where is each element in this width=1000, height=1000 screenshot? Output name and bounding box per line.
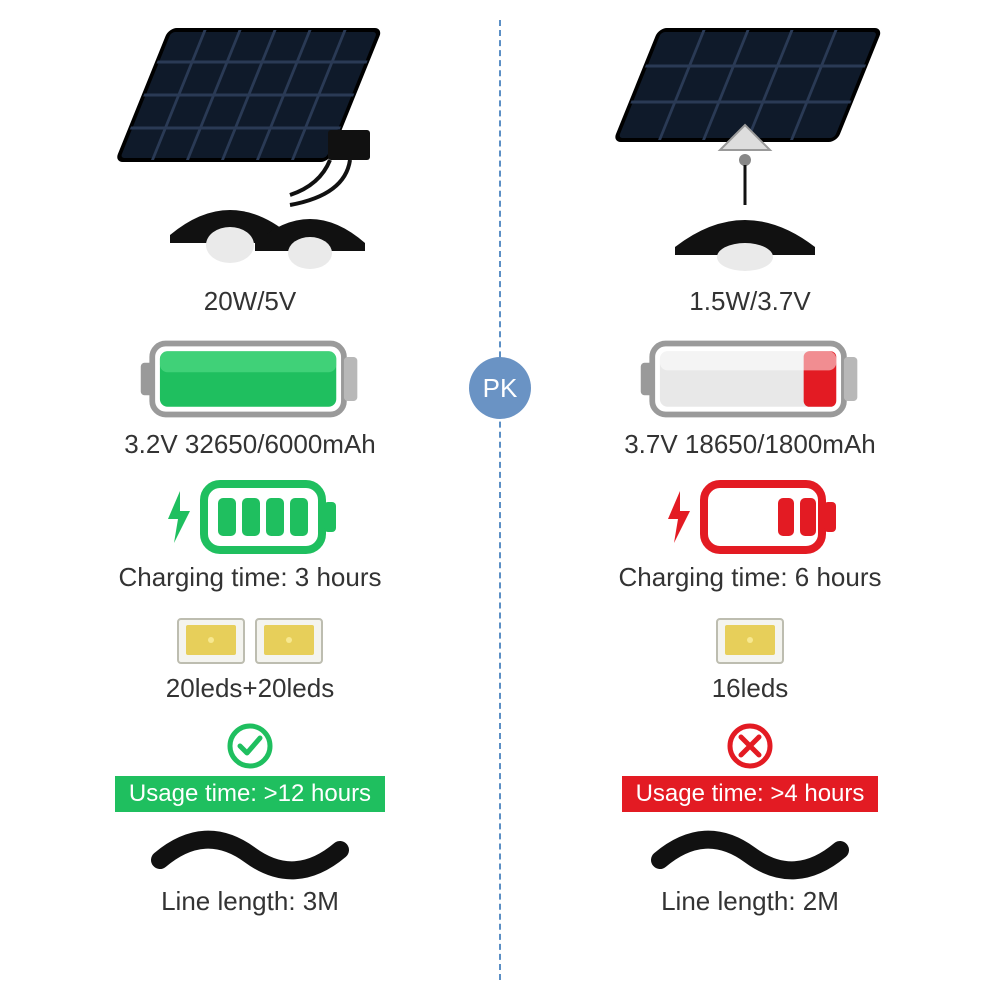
leds-label: 16leds (712, 673, 789, 704)
line-length-label: Line length: 3M (161, 886, 339, 917)
charge-battery-icon (700, 478, 840, 556)
battery-section: 3.7V 18650/1800mAh (624, 335, 876, 460)
led-chip-icon (176, 611, 324, 667)
charging-time-label: Charging time: 6 hours (618, 562, 881, 593)
line-section: Line length: 3M (150, 830, 350, 917)
leds-section: 16leds (712, 611, 789, 704)
usage-section: Usage time: >12 hours (115, 722, 385, 812)
wattage-label: 20W/5V (204, 286, 297, 317)
charging-section: Charging time: 3 hours (118, 478, 381, 593)
wave-icon (150, 830, 350, 880)
usage-time-bar: Usage time: >4 hours (622, 776, 879, 812)
battery-big-icon (635, 335, 865, 423)
leds-section: 20leds+20leds (166, 611, 334, 704)
pk-badge: PK (469, 357, 531, 419)
usage-section: Usage time: >4 hours (622, 722, 879, 812)
charge-battery-icon (200, 478, 340, 556)
vertical-divider (499, 20, 501, 980)
left-column: 20W/5V 3.2V 32650/6000mAh (0, 0, 500, 1000)
charging-section: Charging time: 6 hours (618, 478, 881, 593)
check-icon (226, 722, 274, 770)
product-image-left (100, 20, 400, 280)
line-length-label: Line length: 2M (661, 886, 839, 917)
charging-time-label: Charging time: 3 hours (118, 562, 381, 593)
wattage-label: 1.5W/3.7V (689, 286, 810, 317)
cross-icon (726, 722, 774, 770)
line-section: Line length: 2M (650, 830, 850, 917)
battery-big-icon (135, 335, 365, 423)
product-image-right (600, 20, 900, 280)
battery-section: 3.2V 32650/6000mAh (124, 335, 376, 460)
right-column: 1.5W/3.7V 3.7V 18650/1800mAh (500, 0, 1000, 1000)
bolt-icon (160, 487, 196, 547)
battery-spec-label: 3.7V 18650/1800mAh (624, 429, 876, 460)
battery-spec-label: 3.2V 32650/6000mAh (124, 429, 376, 460)
bolt-icon (660, 487, 696, 547)
wave-icon (650, 830, 850, 880)
usage-time-bar: Usage time: >12 hours (115, 776, 385, 812)
led-chip-icon (715, 611, 785, 667)
leds-label: 20leds+20leds (166, 673, 334, 704)
